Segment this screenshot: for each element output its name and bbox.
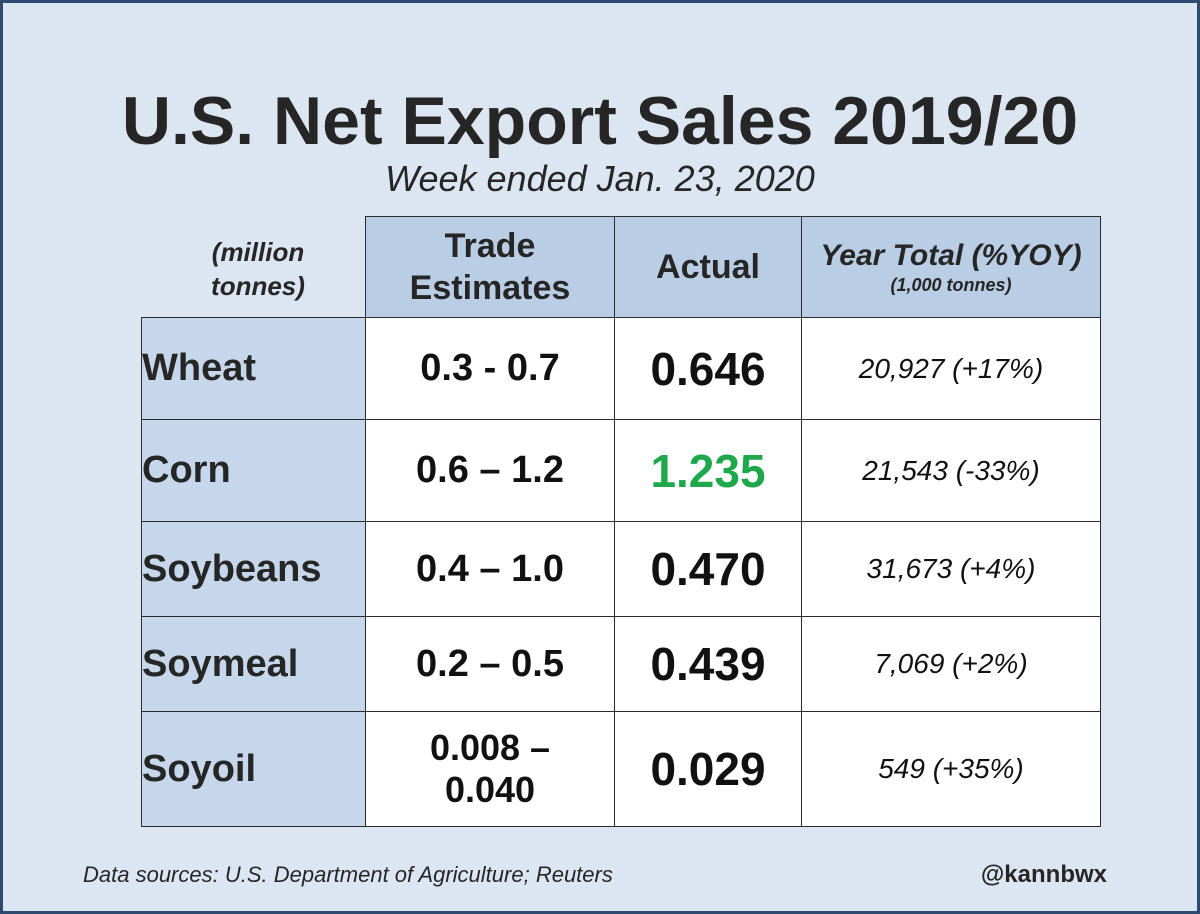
- trade-estimate-cell: 0.6 – 1.2: [365, 419, 615, 522]
- actual-value-cell: 1.235: [614, 419, 802, 522]
- trade-estimate-cell: 0.4 – 1.0: [365, 521, 615, 617]
- crop-name-cell: Wheat: [141, 317, 366, 420]
- actual-value-cell: 0.439: [614, 616, 802, 712]
- table-row: Soyoil 0.008 – 0.040 0.029 549 (+35%): [141, 711, 1101, 827]
- actual-value-cell: 0.470: [614, 521, 802, 617]
- year-total-cell: 549 (+35%): [801, 711, 1101, 827]
- table-body: Wheat 0.3 - 0.7 0.646 20,927 (+17%) Corn 0.6 …: [141, 317, 1101, 827]
- header-actual: Actual: [614, 216, 802, 318]
- header-blank-cell: [142, 217, 366, 318]
- table-row: Soybeans 0.4 – 1.0 0.470 31,673 (+4%): [141, 521, 1101, 617]
- header-actual-label: Actual: [656, 248, 760, 286]
- actual-value-cell: 0.646: [614, 317, 802, 420]
- header-trade-estimates-label: Trade Estimates: [409, 227, 571, 307]
- year-total-cell: 31,673 (+4%): [801, 521, 1101, 617]
- table-row: Wheat 0.3 - 0.7 0.646 20,927 (+17%): [141, 317, 1101, 420]
- header-year-total: Year Total (%YOY) (1,000 tonnes): [801, 216, 1101, 318]
- header-year-total-label: Year Total (%YOY): [820, 239, 1082, 272]
- trade-estimate-cell: 0.2 – 0.5: [365, 616, 615, 712]
- table-row: Soymeal 0.2 – 0.5 0.439 7,069 (+2%): [141, 616, 1101, 712]
- table-header-row: Trade Estimates Actual Year Total (%YOY)…: [142, 216, 1101, 318]
- crop-name-cell: Soymeal: [141, 616, 366, 712]
- header-year-total-units: (1,000 tonnes): [890, 275, 1012, 295]
- crop-name-cell: Soyoil: [141, 711, 366, 827]
- chart-title: U.S. Net Export Sales 2019/20: [121, 83, 1079, 159]
- year-total-cell: 20,927 (+17%): [801, 317, 1101, 420]
- units-label: (million tonnes): [211, 237, 305, 301]
- table-row: Corn 0.6 – 1.2 1.235 21,543 (-33%): [141, 419, 1101, 522]
- header-trade-estimates: Trade Estimates: [365, 216, 615, 318]
- export-sales-table: Trade Estimates Actual Year Total (%YOY)…: [141, 216, 1101, 827]
- trade-estimate-cell: 0.008 – 0.040: [365, 711, 615, 827]
- data-source-note: Data sources: U.S. Department of Agricul…: [83, 862, 613, 887]
- crop-name-cell: Soybeans: [141, 521, 366, 617]
- year-total-cell: 7,069 (+2%): [801, 616, 1101, 712]
- author-handle: @kannbwx: [980, 861, 1107, 888]
- actual-value-cell: 0.029: [614, 711, 802, 827]
- year-total-cell: 21,543 (-33%): [801, 419, 1101, 522]
- trade-estimate-cell: 0.3 - 0.7: [365, 317, 615, 420]
- crop-name-cell: Corn: [141, 419, 366, 522]
- chart-subtitle: Week ended Jan. 23, 2020: [385, 158, 815, 199]
